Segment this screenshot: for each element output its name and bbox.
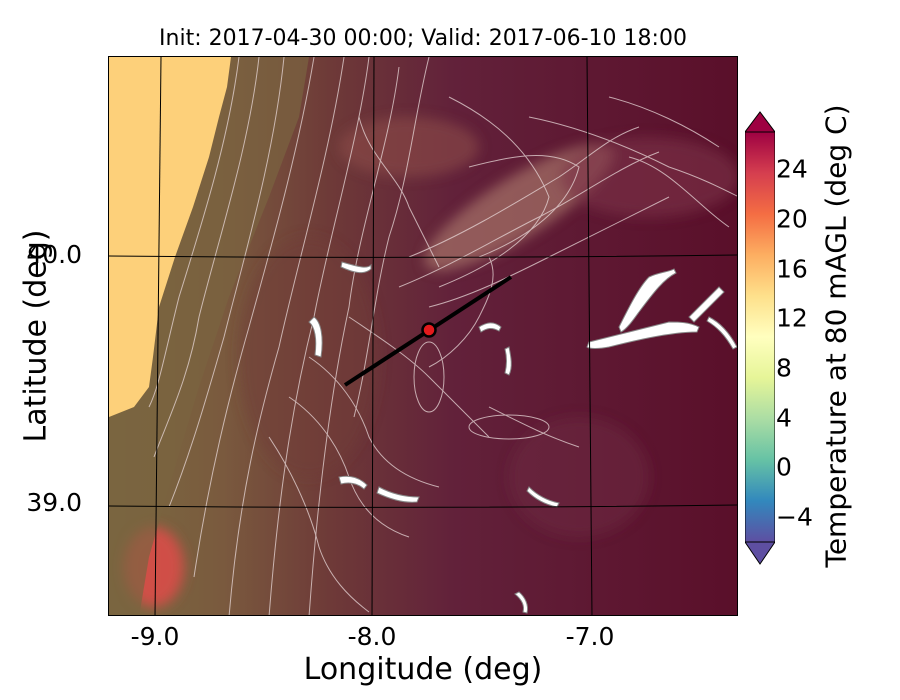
contour-patches xyxy=(308,261,737,614)
terrain-contours xyxy=(148,57,737,615)
map-panel[interactable] xyxy=(108,56,738,616)
x-axis-label: Longitude (deg) xyxy=(303,652,543,687)
colorbar-tick-label: 24 xyxy=(776,154,808,184)
colorbar xyxy=(745,111,775,565)
colorbar-tick-label: 12 xyxy=(776,303,808,333)
colorbar-body xyxy=(745,131,775,543)
plot-title: Init: 2017-04-30 00:00; Valid: 2017-06-1… xyxy=(159,26,687,51)
graticule xyxy=(109,57,737,615)
colorbar-tick-label: 20 xyxy=(776,204,808,234)
y-tick-39: 39.0 xyxy=(26,488,82,517)
x-tick-minus9: -9.0 xyxy=(130,622,180,651)
colorbar-tick-label: 4 xyxy=(776,403,792,433)
y-tick-40: 40.0 xyxy=(26,240,82,269)
colorbar-label: Temperature at 80 mAGL (deg C) xyxy=(819,104,853,568)
colorbar-tick-label: −4 xyxy=(776,502,813,532)
temperature-map xyxy=(109,57,737,615)
colorbar-tick-label: 8 xyxy=(776,353,792,383)
y-axis-label: Latitude (deg) xyxy=(18,229,54,443)
ocean-area xyxy=(109,57,231,417)
x-tick-minus7: -7.0 xyxy=(565,622,615,651)
colorbar-bottom-extend xyxy=(745,541,775,565)
colorbar-tick-label: 0 xyxy=(776,452,792,482)
location-marker[interactable] xyxy=(421,322,437,338)
colorbar-tick-label: 16 xyxy=(776,254,808,284)
x-tick-minus8: -8.0 xyxy=(347,622,397,651)
colorbar-top-extend xyxy=(745,111,775,133)
